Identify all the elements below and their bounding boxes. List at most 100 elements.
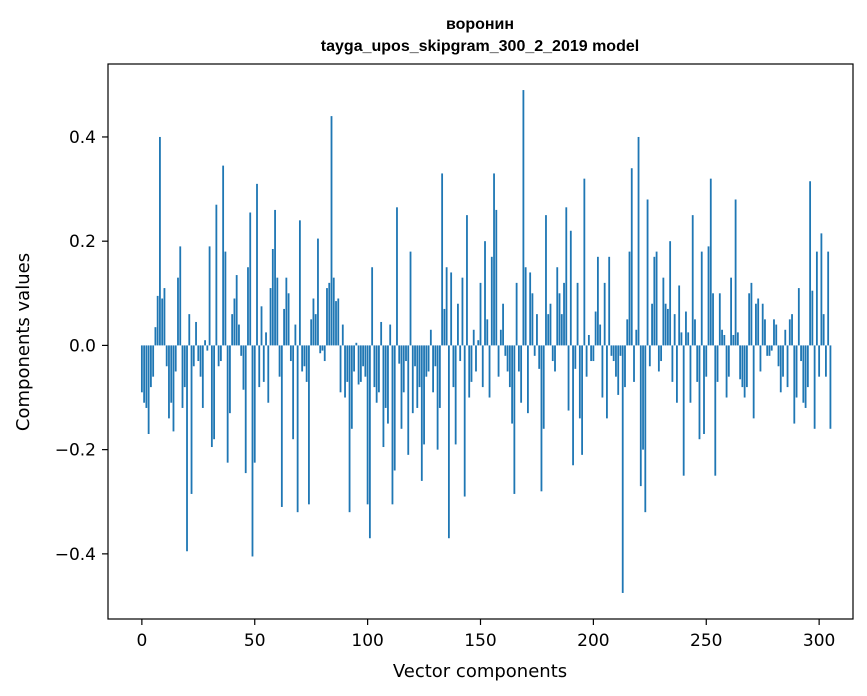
bar-35 [219, 345, 222, 362]
bar-64 [285, 277, 288, 346]
bar-40 [231, 314, 234, 346]
bar-68 [294, 324, 297, 346]
bar-158 [497, 345, 500, 377]
bar-219 [635, 329, 638, 346]
bar-62 [280, 345, 283, 507]
chart-subtitle: tayga_upos_skipgram_300_2_2019 model [321, 38, 639, 55]
bar-107 [382, 345, 385, 448]
bar-39 [229, 345, 231, 414]
bar-0 [140, 345, 143, 393]
bar-89 [341, 324, 344, 346]
bar-171 [527, 345, 529, 414]
bar-53 [260, 306, 263, 346]
bar-57 [269, 288, 272, 346]
bar-199 [590, 345, 593, 362]
chart-title: воронин [446, 16, 514, 33]
bar-104 [375, 345, 378, 403]
bar-42 [235, 275, 238, 346]
bar-26 [199, 345, 202, 377]
bar-246 [696, 345, 699, 382]
bar-32 [213, 345, 216, 440]
bar-290 [795, 345, 798, 398]
bar-82 [326, 288, 328, 346]
bar-223 [644, 345, 647, 513]
bar-77 [314, 314, 317, 346]
bar-124 [420, 345, 423, 481]
y-tick-label: −0.4 [55, 545, 96, 565]
bar-2 [145, 345, 148, 408]
bar-72 [303, 345, 306, 367]
bar-293 [802, 345, 805, 403]
bar-51 [256, 183, 258, 346]
bar-36 [222, 165, 225, 346]
bar-264 [736, 332, 739, 346]
bar-232 [664, 303, 667, 346]
bar-225 [648, 345, 651, 367]
bar-206 [606, 345, 608, 419]
bar-101 [368, 345, 371, 539]
bar-15 [174, 345, 177, 372]
bar-125 [423, 345, 425, 445]
bar-87 [337, 298, 340, 346]
bar-186 [560, 314, 563, 346]
bar-151 [481, 345, 484, 388]
bars-group [140, 90, 832, 593]
bar-134 [443, 308, 446, 346]
bar-178 [542, 345, 545, 429]
bar-61 [278, 345, 281, 377]
bar-17 [179, 246, 182, 346]
bar-95 [355, 342, 358, 346]
bar-239 [680, 332, 683, 346]
bar-150 [479, 282, 482, 346]
bar-116 [402, 345, 405, 393]
bar-181 [549, 303, 552, 346]
bar-160 [502, 303, 504, 346]
bar-289 [793, 345, 796, 424]
bar-91 [346, 345, 349, 382]
bar-173 [531, 293, 534, 346]
bar-211 [617, 345, 620, 395]
bar-92 [348, 345, 351, 513]
x-tick-label: 200 [577, 631, 609, 651]
bar-13 [170, 345, 173, 403]
bar-296 [809, 181, 812, 346]
x-tick-label: 100 [351, 631, 383, 651]
bar-119 [409, 251, 412, 346]
bar-114 [398, 345, 401, 364]
bar-11 [165, 345, 168, 367]
bar-295 [806, 345, 809, 388]
bar-183 [554, 345, 556, 372]
bar-19 [183, 345, 186, 388]
bar-70 [298, 220, 301, 346]
x-axis-label: Vector components [393, 661, 567, 682]
bar-165 [513, 345, 516, 494]
bar-294 [804, 345, 807, 408]
bar-117 [405, 345, 407, 362]
bar-135 [445, 267, 448, 346]
bar-115 [400, 345, 403, 429]
bar-81 [323, 345, 326, 362]
bar-235 [671, 345, 674, 382]
bar-230 [660, 345, 663, 362]
bar-268 [745, 345, 748, 388]
bar-201 [594, 311, 597, 346]
bar-182 [551, 345, 554, 362]
bar-305 [829, 345, 832, 429]
bar-27 [201, 345, 204, 408]
bar-288 [791, 314, 793, 346]
bar-163 [508, 345, 511, 388]
bar-156 [493, 173, 495, 346]
bar-52 [258, 345, 261, 388]
bar-7 [156, 295, 159, 346]
bar-195 [581, 345, 583, 455]
bar-249 [703, 345, 705, 434]
bar-204 [601, 345, 604, 398]
bar-153 [486, 319, 489, 346]
bar-136 [447, 345, 450, 539]
bar-241 [685, 311, 687, 346]
bar-127 [427, 345, 430, 372]
bar-144 [466, 215, 468, 346]
bar-31 [210, 345, 213, 448]
bar-58 [271, 249, 274, 346]
bar-285 [784, 329, 787, 346]
